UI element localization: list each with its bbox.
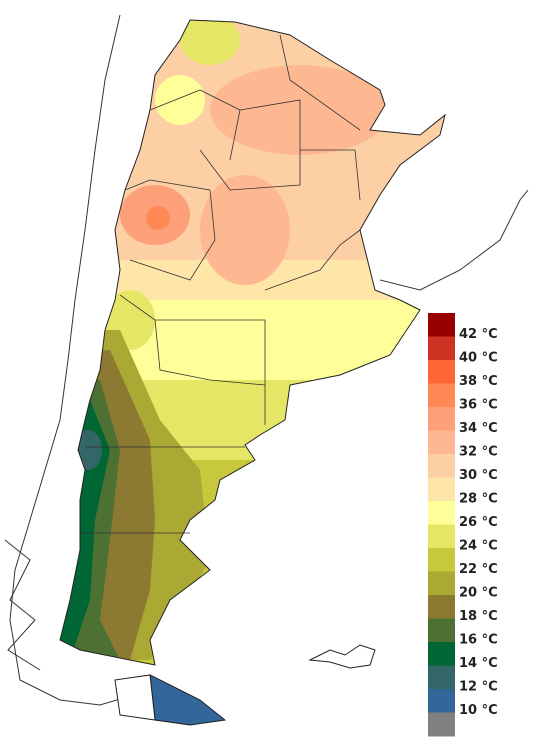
coastline xyxy=(4,539,41,671)
legend-swatch xyxy=(428,383,455,408)
legend-label: 34 °C xyxy=(459,421,498,436)
legend-label: 32 °C xyxy=(459,445,498,460)
legend-label: 30 °C xyxy=(459,468,498,483)
legend-label: 28 °C xyxy=(459,492,498,507)
legend-label: 22 °C xyxy=(459,562,498,577)
legend-label: 38 °C xyxy=(459,374,498,389)
legend-swatch xyxy=(428,642,455,666)
uruguay-coast xyxy=(379,189,529,291)
legend-label: 36 °C xyxy=(459,398,498,413)
legend-label: 40 °C xyxy=(459,351,498,366)
legend-swatch xyxy=(428,618,455,643)
legend-label: 26 °C xyxy=(459,515,498,530)
legend-swatch xyxy=(428,430,455,455)
legend-swatch xyxy=(428,571,455,596)
tierra-del-fuego xyxy=(149,674,227,726)
legend-swatch xyxy=(428,313,455,337)
legend-label: 16 °C xyxy=(459,633,498,648)
legend-swatch xyxy=(428,407,455,431)
country-border xyxy=(59,19,446,666)
legend-label: 42 °C xyxy=(459,327,498,342)
legend-swatch xyxy=(428,665,455,690)
legend-swatch xyxy=(428,548,455,572)
legend-swatch xyxy=(428,595,455,619)
legend-label: 12 °C xyxy=(459,680,498,695)
chile-fuego xyxy=(114,674,156,721)
legend-swatch xyxy=(428,454,455,478)
legend-swatch xyxy=(428,524,455,549)
legend-swatch xyxy=(428,336,455,361)
legend-swatch xyxy=(428,712,455,737)
legend-swatch xyxy=(428,689,455,713)
coastline xyxy=(9,14,151,706)
province-borders xyxy=(80,34,361,534)
legend: 42 °C 40 °C 38 °C 36 °C 34 °C 32 °C 30 °C 28 °C… xyxy=(428,313,498,737)
malvinas xyxy=(308,644,376,669)
legend-label: 20 °C xyxy=(459,586,498,601)
legend-swatch xyxy=(428,360,455,384)
legend-label: 24 °C xyxy=(459,539,498,554)
legend-swatch xyxy=(428,477,455,502)
legend-label: 14 °C xyxy=(459,656,498,671)
legend-label: 18 °C xyxy=(459,609,498,624)
legend-swatch xyxy=(428,501,455,525)
legend-label: 10 °C xyxy=(459,703,498,718)
